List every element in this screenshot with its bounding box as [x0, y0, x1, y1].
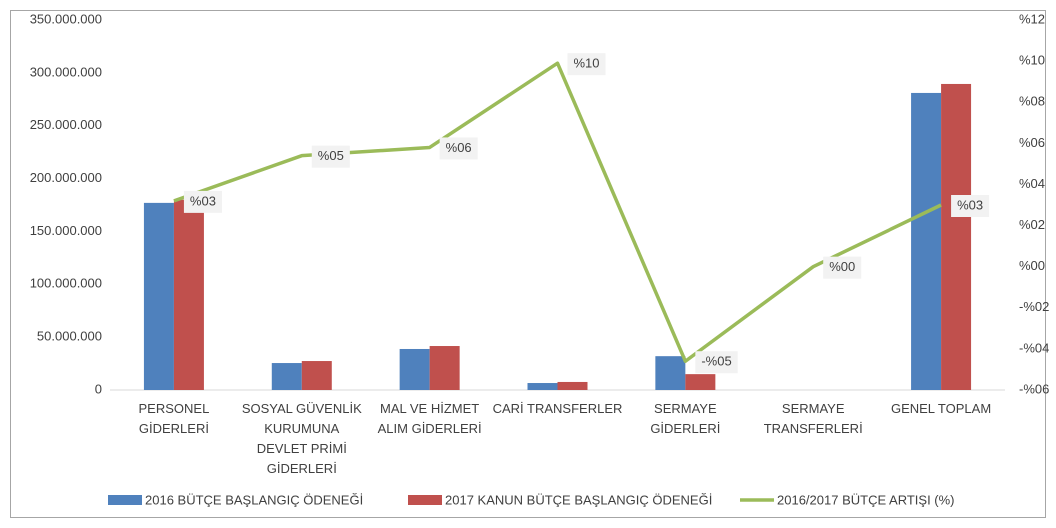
data-label: -%05	[695, 351, 738, 374]
data-label: %10	[567, 53, 606, 76]
y-tick-label: 150.000.000	[30, 223, 102, 238]
y-tick-label: 50.000.000	[37, 329, 102, 344]
data-label-box	[567, 53, 606, 76]
legend-label: 2016 BÜTÇE BAŞLANGIÇ ÖDENEĞİ	[145, 492, 363, 507]
y2-tick-label: %02	[1019, 217, 1045, 232]
bar	[911, 92, 942, 390]
data-label-box	[951, 195, 990, 217]
data-label-box	[439, 137, 478, 160]
y2-tick-label: %10	[1019, 53, 1045, 68]
x-tick-label: SERMAYE GİDERLERİ	[650, 401, 720, 436]
bar	[143, 202, 174, 390]
line	[173, 61, 942, 363]
bar	[173, 199, 204, 390]
y2-tick-label: -%02	[1019, 299, 1049, 314]
bar	[399, 348, 430, 390]
y2-tick-label: %06	[1019, 135, 1045, 150]
bar	[429, 346, 460, 390]
data-label-text: %00	[829, 259, 855, 274]
x-tick-label: MAL VE HİZMET ALIM GİDERLERİ	[378, 401, 482, 436]
data-label: %05	[311, 145, 350, 168]
legend-label: 2016/2017 BÜTÇE ARTIŞI (%)	[777, 492, 955, 507]
bar	[941, 83, 972, 390]
y-tick-label: 100.000.000	[30, 276, 102, 291]
y2-tick-label: %12	[1019, 11, 1045, 26]
bar	[301, 361, 332, 390]
bar	[685, 374, 716, 390]
data-label: %03	[951, 195, 990, 217]
data-label: %00	[823, 256, 862, 279]
bar	[557, 381, 588, 390]
x-tick-label: PERSONEL GİDERLERİ	[139, 401, 210, 436]
y2-tick-label: %08	[1019, 94, 1045, 109]
data-label-text: %10	[574, 56, 600, 71]
x-tick-label: GENEL TOPLAM	[891, 401, 991, 416]
data-label-text: -%05	[701, 354, 731, 369]
data-label-text: %06	[446, 140, 472, 155]
y-tick-label: 350.000.000	[30, 11, 102, 26]
legend-swatch	[408, 495, 442, 505]
legend-swatch	[108, 495, 142, 505]
x-tick-label: CARİ TRANSFERLER	[493, 401, 623, 416]
y2-tick-label: -%04	[1019, 340, 1049, 355]
bar	[527, 383, 558, 390]
y2-tick-label: -%06	[1019, 381, 1049, 396]
data-label: %06	[439, 137, 478, 160]
y-tick-label: 200.000.000	[30, 170, 102, 185]
data-label-box	[183, 190, 222, 213]
data-label-box	[823, 256, 862, 279]
y-tick-label: 250.000.000	[30, 117, 102, 132]
x-tick-label: SOSYAL GÜVENLİK KURUMUNA DEVLET PRİMİ GİDER…	[242, 401, 362, 476]
legend-label: 2017 KANUN BÜTÇE BAŞLANGIÇ ÖDENEĞİ	[445, 492, 712, 507]
bar	[655, 356, 686, 390]
bar	[271, 363, 302, 390]
data-label: %03	[183, 190, 222, 213]
y2-tick-label: %00	[1019, 258, 1045, 273]
data-label-box	[695, 351, 738, 374]
y-tick-label: 300.000.000	[30, 64, 102, 79]
data-label-text: %03	[957, 197, 983, 212]
x-tick-label: SERMAYE TRANSFERLERİ	[764, 401, 863, 436]
data-label-box	[311, 145, 350, 168]
data-label-text: %03	[190, 193, 216, 208]
y2-tick-label: %04	[1019, 176, 1045, 191]
data-label-text: %05	[318, 148, 344, 163]
y-tick-label: 0	[95, 381, 102, 396]
